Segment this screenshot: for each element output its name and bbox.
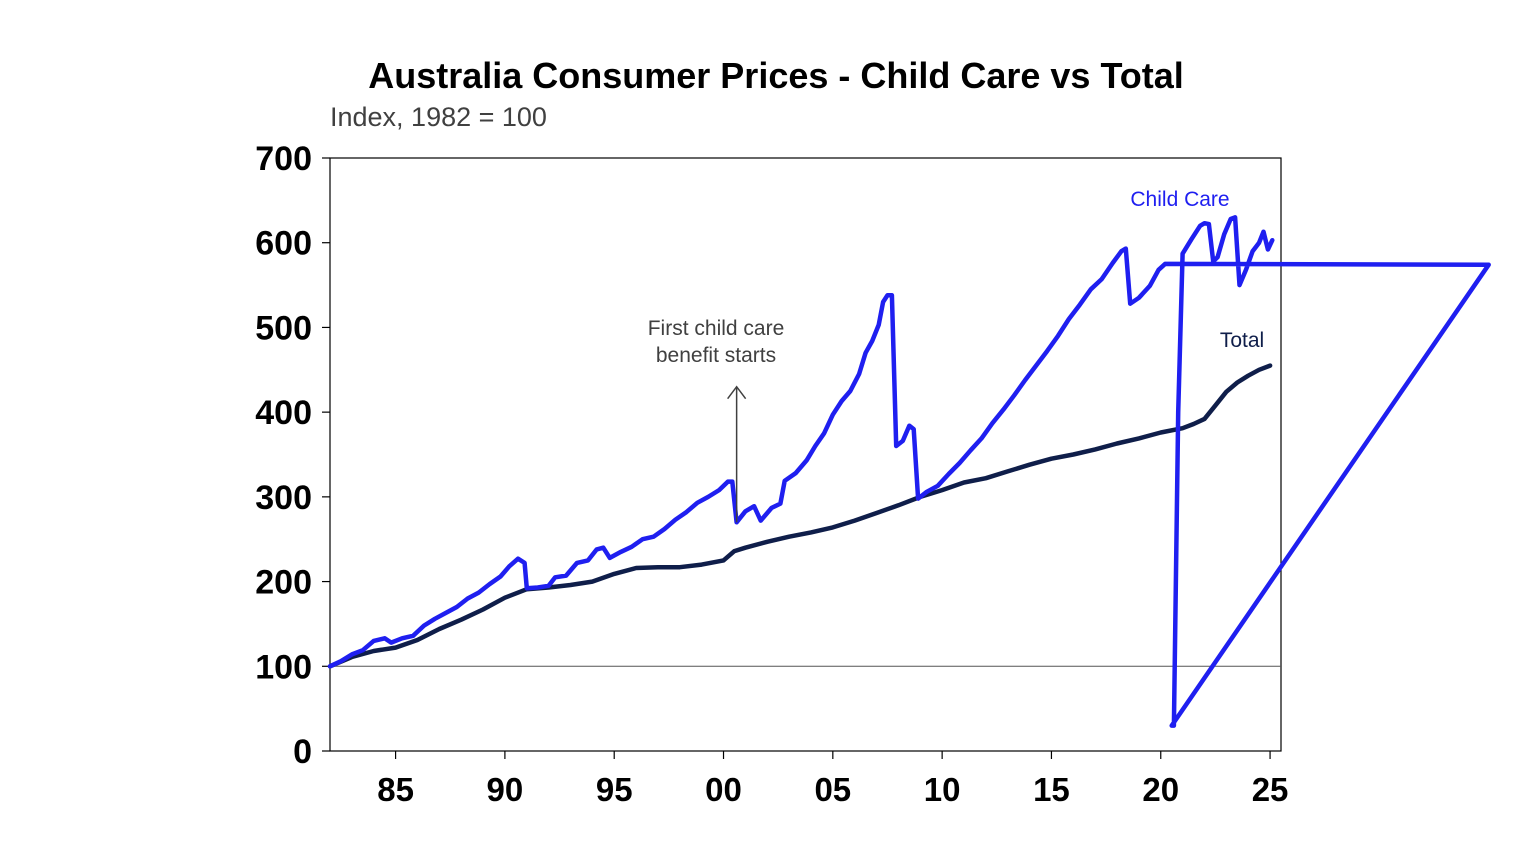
series-layer: [327, 215, 1491, 728]
series-label-child-care: Child Care: [1130, 188, 1229, 211]
chart-title: Australia Consumer Prices - Child Care v…: [368, 55, 1184, 96]
y-tick-label: 100: [255, 648, 312, 686]
series-line-total: [327, 363, 1273, 669]
y-tick-label: 0: [293, 733, 312, 771]
y-tick-label: 200: [255, 564, 312, 602]
x-tick-label: 95: [596, 771, 633, 808]
annotation: First child care benefit starts: [648, 317, 785, 523]
x-tick-label: 15: [1033, 771, 1070, 808]
y-tick-label: 700: [255, 140, 312, 178]
annotation-arrowhead-icon: [727, 385, 747, 400]
x-tick-label: 25: [1252, 771, 1289, 808]
x-tick-label: 90: [487, 771, 524, 808]
y-tick-label: 400: [255, 394, 312, 432]
y-tick-label: 300: [255, 479, 312, 517]
x-tick-label: 10: [924, 771, 961, 808]
x-tick-label: 85: [377, 771, 414, 808]
x-tick-label: 00: [705, 771, 742, 808]
x-tick-label: 05: [814, 771, 851, 808]
series-line-child-care: [327, 215, 1491, 728]
chart-subtitle: Index, 1982 = 100: [330, 102, 547, 132]
x-tick-label: 20: [1142, 771, 1179, 808]
y-tick-label: 500: [255, 309, 312, 347]
y-axis: 0 100 200 300 400 500 600 700: [255, 140, 330, 771]
series-label-total: Total: [1220, 329, 1264, 352]
x-axis: 85 90 95 00 05 10 15 20 25: [377, 751, 1288, 808]
y-tick-label: 600: [255, 225, 312, 263]
annotation-line-1: First child care: [648, 317, 785, 340]
annotation-line-2: benefit starts: [656, 344, 776, 367]
plot-area-frame: [329, 157, 1282, 752]
